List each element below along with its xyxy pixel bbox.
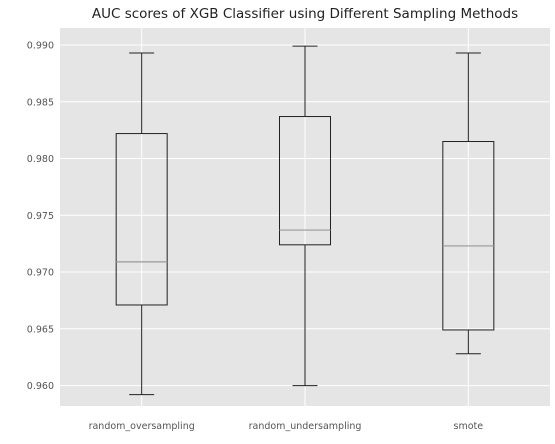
y-tick-label: 0.970	[27, 268, 54, 279]
box	[279, 116, 331, 246]
chart-title: AUC scores of XGB Classifier using Diffe…	[91, 6, 519, 22]
y-tick-label: 0.960	[27, 381, 54, 392]
y-tick-label: 0.980	[27, 154, 54, 165]
y-tick-label: 0.965	[27, 324, 54, 335]
x-tick-label: smote	[454, 421, 484, 432]
x-tick-label: random_undersampling	[249, 421, 362, 432]
box	[115, 133, 168, 306]
y-tick-label: 0.975	[27, 211, 54, 222]
box	[442, 141, 495, 331]
x-tick-label: random_oversampling	[89, 421, 195, 432]
y-tick-label: 0.985	[27, 97, 54, 108]
y-tick-label: 0.990	[27, 41, 54, 52]
